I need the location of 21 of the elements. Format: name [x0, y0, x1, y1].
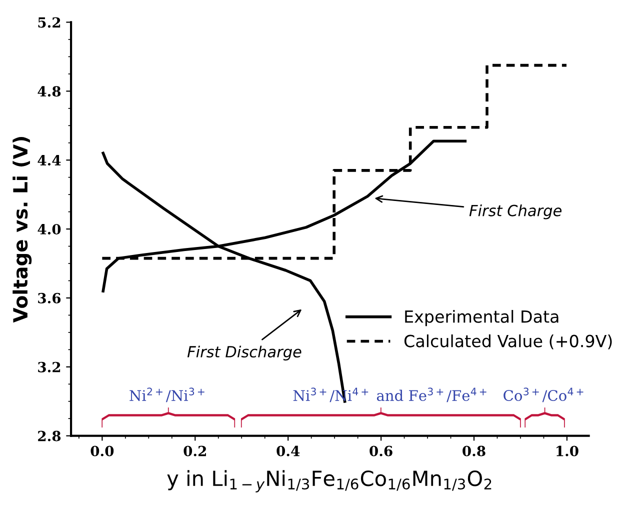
legend-label: Calculated Value (+0.9V) [404, 334, 612, 350]
y-axis-title: Voltage vs. Li (V) [12, 137, 32, 323]
annotation: First Charge [469, 204, 562, 220]
x-tick-label: 0.0 [90, 446, 114, 456]
y-tick-label: 4.0 [38, 224, 61, 234]
y-tick-label: 2.8 [38, 430, 61, 442]
x-tick-label: 0.2 [184, 446, 206, 456]
y-tick-label: 5.2 [38, 17, 60, 28]
x-tick-label: 0.6 [370, 446, 392, 456]
annotation: First Discharge [187, 346, 302, 360]
legend-label: Experimental Data [405, 310, 558, 326]
x-tick-label: 0.8 [462, 446, 486, 456]
y-tick-label: 3.6 [38, 292, 61, 304]
annotation: Co$^{3+}$/Co$^{4+}$ [504, 388, 584, 402]
y-tick-label: 3.2 [38, 362, 60, 372]
y-tick-label: 4.4 [38, 155, 61, 166]
y-tick-label: 4.8 [38, 86, 61, 97]
text: y in Li$_{1−y}$Ni$_{1/3}$Fe$_{1/6}$Co$_{1/6}$Mn$_{1/3}$O$_{2}$ [167, 470, 492, 492]
x-tick-label: 0.4 [276, 446, 300, 456]
annotation: Ni$^{2+}$/Ni$^{3+}$ [130, 388, 204, 402]
x-tick-label: 1.0 [556, 446, 578, 456]
